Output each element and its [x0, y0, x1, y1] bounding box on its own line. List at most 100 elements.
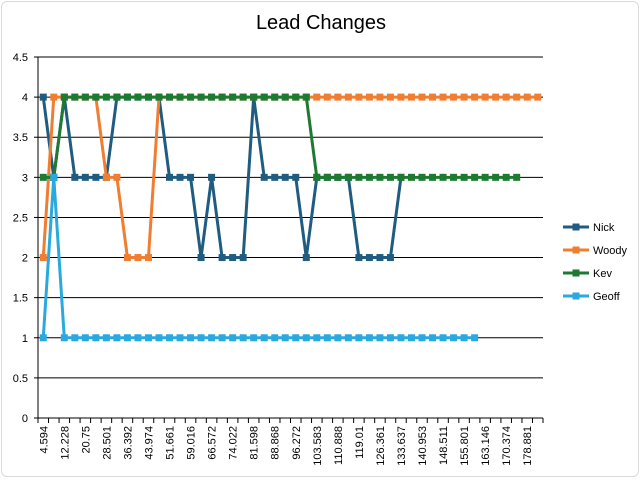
- data-point-geoff: [71, 334, 79, 342]
- data-point-geoff: [292, 334, 300, 342]
- data-point-kev: [239, 93, 247, 101]
- data-point-kev: [460, 173, 468, 181]
- data-point-geoff: [134, 334, 142, 342]
- data-point-woody: [429, 93, 437, 101]
- legend-entry-kev: Kev: [563, 268, 612, 280]
- data-point-woody: [123, 254, 131, 262]
- x-tick-label: 66.572: [207, 426, 219, 460]
- x-tick-label: 4.594: [38, 426, 50, 454]
- data-point-nick: [386, 254, 394, 262]
- y-tick-labels: 0 0.5 1 1.5 2 2.5 3 3.5 4 4.5: [13, 52, 28, 425]
- data-point-geoff: [376, 334, 384, 342]
- data-point-woody: [376, 93, 384, 101]
- legend-marker-geoff: [572, 292, 580, 300]
- chart-title: Lead Changes: [255, 12, 387, 34]
- data-point-woody: [460, 93, 468, 101]
- data-point-nick: [376, 254, 384, 262]
- data-point-woody: [355, 93, 363, 101]
- x-tick-label: 28.501: [101, 426, 113, 460]
- axes: [34, 56, 544, 423]
- data-point-geoff: [113, 334, 121, 342]
- x-tick-labels: 4.594 12.228 20.75 28.501 36.392 43.974 51.661…: [38, 426, 534, 466]
- data-point-woody: [323, 93, 331, 101]
- data-point-woody: [39, 254, 47, 262]
- data-point-woody: [439, 93, 447, 101]
- data-point-kev: [429, 173, 437, 181]
- data-point-woody: [50, 93, 58, 101]
- data-point-kev: [397, 173, 405, 181]
- data-point-geoff: [50, 173, 58, 181]
- data-point-geoff: [123, 334, 131, 342]
- legend-marker-nick: [572, 223, 580, 231]
- data-point-geoff: [197, 334, 205, 342]
- data-point-woody: [492, 93, 500, 101]
- data-point-woody: [102, 173, 110, 181]
- data-point-woody: [471, 93, 479, 101]
- data-point-nick: [281, 173, 289, 181]
- data-point-woody: [418, 93, 426, 101]
- data-point-kev: [481, 173, 489, 181]
- data-point-nick: [271, 173, 279, 181]
- data-point-kev: [281, 93, 289, 101]
- y-tick-label: 1.5: [13, 293, 28, 305]
- data-point-geoff: [418, 334, 426, 342]
- data-point-geoff: [218, 334, 226, 342]
- data-point-geoff: [450, 334, 458, 342]
- data-point-nick: [92, 173, 100, 181]
- data-point-geoff: [260, 334, 268, 342]
- data-point-kev: [208, 93, 216, 101]
- y-tick-label: 4: [22, 92, 28, 104]
- data-point-geoff: [302, 334, 310, 342]
- data-point-nick: [292, 173, 300, 181]
- data-point-kev: [271, 93, 279, 101]
- data-point-geoff: [471, 334, 479, 342]
- data-point-kev: [197, 93, 205, 101]
- x-tick-label: 20.75: [80, 426, 92, 454]
- data-point-geoff: [429, 334, 437, 342]
- y-tick-label: 1: [22, 333, 28, 345]
- x-tick-label: 88.868: [270, 426, 282, 460]
- data-point-woody: [534, 93, 542, 101]
- legend-marker-kev: [572, 269, 580, 277]
- x-tick-label: 119.01: [354, 426, 366, 459]
- x-tick-label: 178.881: [522, 426, 534, 466]
- data-point-geoff: [365, 334, 373, 342]
- data-point-nick: [260, 173, 268, 181]
- legend-entry-geoff: Geoff: [563, 291, 621, 303]
- data-point-kev: [134, 93, 142, 101]
- data-point-geoff: [144, 334, 152, 342]
- data-point-kev: [113, 93, 121, 101]
- y-tick-label: 0: [22, 413, 28, 425]
- data-point-woody: [386, 93, 394, 101]
- data-point-woody: [502, 93, 510, 101]
- data-point-woody: [134, 254, 142, 262]
- data-point-geoff: [407, 334, 415, 342]
- data-point-geoff: [460, 334, 468, 342]
- data-point-kev: [144, 93, 152, 101]
- series-kev: [39, 93, 521, 181]
- data-point-geoff: [250, 334, 258, 342]
- data-point-kev: [218, 93, 226, 101]
- series-geoff: [39, 173, 479, 342]
- x-tick-label: 140.953: [417, 426, 429, 466]
- data-point-kev: [123, 93, 131, 101]
- data-point-woody: [344, 93, 352, 101]
- data-point-kev: [39, 173, 47, 181]
- data-point-nick: [239, 254, 247, 262]
- x-tick-label: 148.511: [438, 426, 450, 465]
- data-point-geoff: [397, 334, 405, 342]
- data-point-nick: [229, 254, 237, 262]
- y-tick-label: 3: [22, 172, 28, 184]
- x-tick-label: 170.374: [501, 426, 513, 466]
- legend-entry-woody: Woody: [563, 245, 628, 257]
- y-tick-label: 0.5: [13, 373, 28, 385]
- data-point-geoff: [176, 334, 184, 342]
- legend-label-nick: Nick: [593, 222, 615, 234]
- data-point-nick: [166, 173, 174, 181]
- data-point-woody: [144, 254, 152, 262]
- data-point-woody: [481, 93, 489, 101]
- data-point-nick: [176, 173, 184, 181]
- x-tick-label: 155.801: [459, 426, 471, 466]
- data-point-kev: [471, 173, 479, 181]
